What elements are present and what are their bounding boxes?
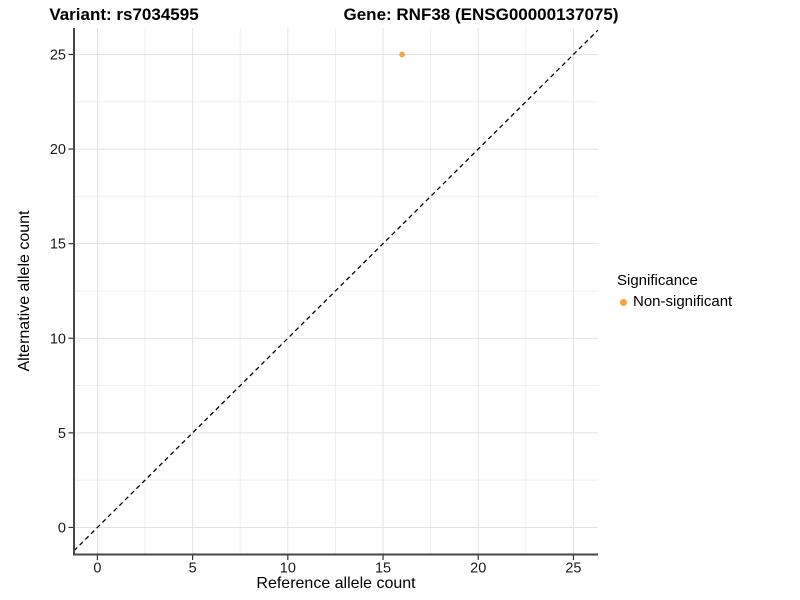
x-tick-label: 15: [375, 561, 391, 577]
legend: Significance Non-significant: [617, 272, 732, 310]
plot-title-gene: Gene: RNF38 (ENSG00000137075): [343, 5, 619, 24]
legend-item: Non-significant: [617, 294, 732, 310]
y-tick-label: 20: [50, 142, 66, 158]
data-point: [399, 51, 405, 58]
legend-title: Significance: [617, 272, 698, 289]
x-tick-label: 5: [189, 561, 197, 577]
plot-title-variant: Variant: rs7034595: [49, 5, 199, 24]
identity-line: [73, 29, 599, 552]
x-axis-title: Reference allele count: [256, 575, 416, 592]
y-tick-label: 25: [50, 47, 66, 63]
y-tick-label: 10: [50, 331, 66, 347]
y-tick-label: 5: [58, 426, 66, 442]
point-swatch-icon: [620, 298, 627, 306]
x-tick-label: 0: [93, 561, 101, 577]
y-axis-title: Alternative allele count: [16, 210, 33, 372]
x-tick-label: 10: [280, 561, 296, 577]
x-tick-label: 20: [470, 561, 486, 577]
legend-item-label: Non-significant: [633, 293, 733, 310]
x-tick-label: 25: [565, 561, 581, 577]
y-tick-label: 0: [58, 520, 66, 536]
y-tick-label: 15: [50, 237, 66, 253]
